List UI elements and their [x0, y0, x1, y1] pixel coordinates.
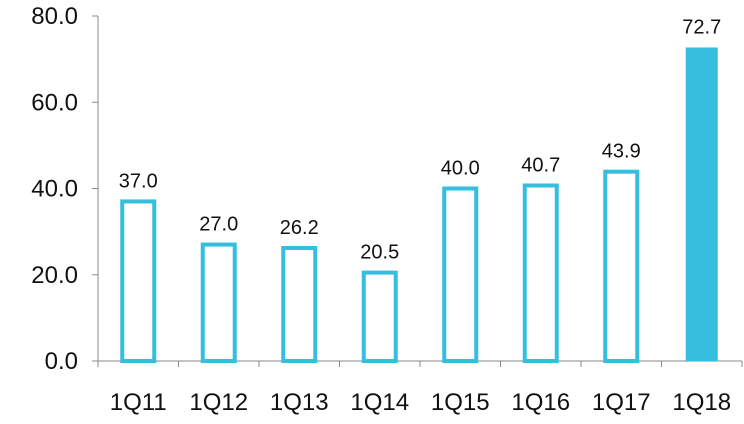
data-label: 26.2 [280, 217, 319, 239]
y-tick-label: 0.0 [45, 348, 78, 375]
data-label: 37.0 [119, 170, 158, 192]
data-label: 40.0 [441, 158, 480, 180]
bars [120, 47, 718, 363]
data-label: 40.7 [521, 154, 560, 176]
y-tick-label: 20.0 [31, 262, 78, 289]
x-tick-label: 1Q17 [592, 389, 651, 416]
y-tick-label: 60.0 [31, 89, 78, 116]
data-label: 72.7 [682, 16, 721, 38]
x-tick-label: 1Q11 [110, 389, 167, 416]
bar-1q12 [200, 242, 237, 363]
bar-1q14 [361, 270, 398, 363]
x-tick-label: 1Q14 [350, 389, 409, 416]
data-label: 43.9 [602, 141, 641, 163]
x-axis: 1Q11 1Q12 1Q13 1Q14 1Q15 1Q16 1Q17 1Q18 [97, 360, 743, 416]
bar-1q15 [442, 186, 479, 363]
y-axis: 0.0 20.0 40.0 60.0 80.0 [31, 3, 99, 375]
data-labels: 37.0 27.0 26.2 20.5 40.0 40.7 43.9 72.7 [119, 16, 721, 263]
x-tick-label: 1Q15 [431, 389, 490, 416]
x-tick-label: 1Q16 [511, 389, 570, 416]
x-tick-label: 1Q13 [270, 389, 329, 416]
data-label: 27.0 [199, 214, 238, 236]
data-label: 20.5 [360, 242, 399, 264]
bar-1q11 [120, 199, 157, 363]
bar-1q13 [281, 246, 318, 363]
y-tick-label: 40.0 [31, 176, 78, 203]
bar-1q17 [603, 169, 640, 363]
bar-1q18 [685, 47, 718, 361]
bar-1q16 [522, 183, 559, 363]
x-tick-label: 1Q18 [672, 389, 731, 416]
y-tick-label: 80.0 [31, 3, 78, 30]
x-tick-label: 1Q12 [189, 389, 248, 416]
